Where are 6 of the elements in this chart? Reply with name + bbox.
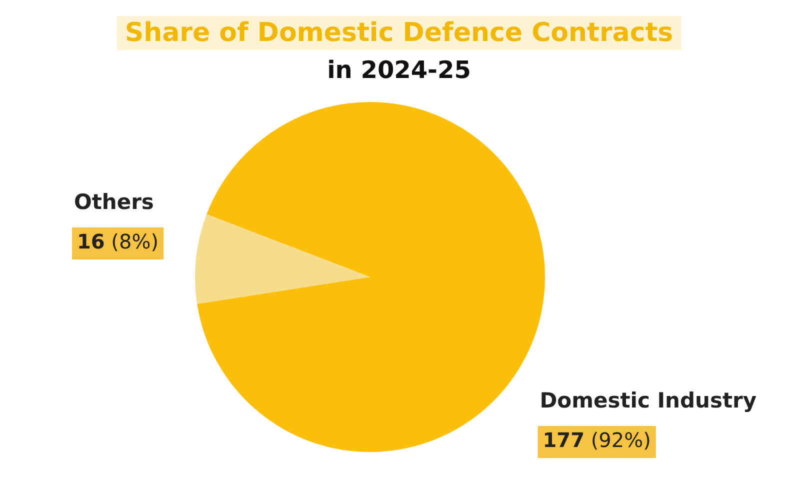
slice-label: Domestic Industry [540, 388, 757, 412]
data-label: 16 (8%) [76, 230, 159, 254]
data-label: 177 (92%) [542, 428, 651, 452]
chart-subtitle: in 2024-25 [326, 56, 472, 84]
chart-title: Share of Domestic Defence Contracts [116, 16, 682, 50]
slice-label: Others [74, 190, 154, 214]
